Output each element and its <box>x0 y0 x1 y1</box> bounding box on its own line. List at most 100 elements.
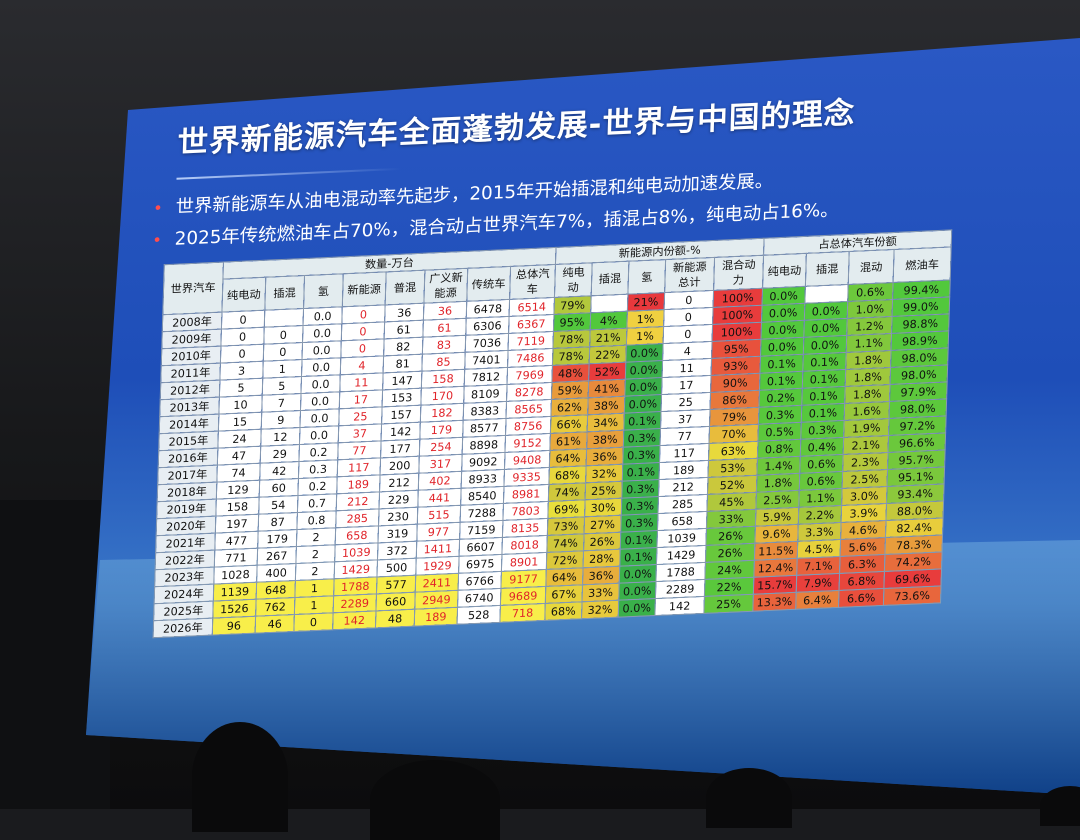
year-cell: 2026年 <box>153 618 213 638</box>
data-cell: 197 <box>215 514 259 534</box>
data-cell: 3.0% <box>841 486 887 506</box>
data-cell: 2949 <box>414 590 459 610</box>
data-cell: 117 <box>337 457 381 477</box>
data-cell: 170 <box>420 386 465 406</box>
data-cell: 142 <box>332 610 376 630</box>
data-cell: 0.1% <box>619 547 657 567</box>
data-cell: 74 <box>216 463 261 483</box>
data-cell: 0.3% <box>758 405 802 425</box>
data-cell: 189 <box>414 607 458 627</box>
data-cell: 0.0 <box>299 408 340 428</box>
data-cell: 0.1% <box>802 352 847 372</box>
data-cell: 0.0% <box>803 318 848 338</box>
data-cell: 1429 <box>334 559 378 579</box>
data-cell: 0.0% <box>624 377 663 397</box>
data-cell: 8981 <box>503 484 549 504</box>
data-cell: 142 <box>381 422 421 441</box>
data-cell: 6514 <box>509 297 555 317</box>
data-cell: 10 <box>218 395 263 415</box>
data-cell <box>804 284 849 304</box>
data-cell: 0.0% <box>760 320 805 340</box>
data-cell: 0 <box>221 310 265 330</box>
data-cell: 1.8% <box>845 350 892 370</box>
data-cell: 0.0% <box>619 564 657 584</box>
data-cell: 2.2% <box>798 505 842 525</box>
data-cell: 0.0 <box>301 357 341 377</box>
data-cell: 0 <box>220 344 264 364</box>
data-cell: 0 <box>340 338 385 358</box>
data-cell: 3.9% <box>841 503 887 523</box>
data-cell: 129 <box>216 480 260 500</box>
data-cell: 25% <box>703 594 754 614</box>
data-cell: 441 <box>417 488 462 508</box>
data-cell: 26% <box>583 532 621 551</box>
data-cell: 6.4% <box>795 590 840 610</box>
data-cell: 658 <box>335 525 379 545</box>
data-cell: 8933 <box>461 469 505 489</box>
data-cell: 212 <box>336 491 380 511</box>
data-cell: 38% <box>586 430 624 449</box>
data-cell: 2411 <box>415 573 459 593</box>
data-cell: 6607 <box>459 537 503 557</box>
data-cell: 0.1% <box>759 354 804 374</box>
data-cell: 37 <box>338 423 382 443</box>
data-cell: 147 <box>382 371 422 390</box>
data-cell: 83 <box>422 335 466 355</box>
data-cell: 0.3% <box>620 513 658 533</box>
data-cell: 153 <box>382 388 422 407</box>
data-cell: 8135 <box>502 518 548 538</box>
data-cell: 977 <box>416 522 461 542</box>
data-cell: 0.2 <box>298 442 339 462</box>
data-cell: 1.1% <box>846 333 892 353</box>
data-cell: 3.3% <box>797 522 842 542</box>
data-cell: 1% <box>626 326 664 346</box>
data-cell: 21% <box>627 292 665 312</box>
data-cell: 9689 <box>500 586 546 606</box>
data-cell: 4.6% <box>840 520 886 540</box>
data-cell: 11.5% <box>754 541 798 561</box>
data-cell: 22% <box>589 345 627 364</box>
data-cell: 0.0% <box>760 337 804 357</box>
data-cell: 66% <box>550 414 588 434</box>
data-cell: 85 <box>421 352 466 372</box>
data-cell: 2.1% <box>843 435 889 455</box>
data-cell: 25 <box>338 406 383 426</box>
data-cell: 68% <box>544 601 582 621</box>
data-cell: 771 <box>214 548 258 568</box>
data-cell: 400 <box>256 563 296 583</box>
data-cell: 5.6% <box>840 537 886 557</box>
data-cell: 0.1% <box>759 371 803 391</box>
column-header: 燃油车 <box>893 246 952 283</box>
data-cell: 0 <box>341 321 385 341</box>
data-cell: 61 <box>422 318 467 338</box>
data-cell: 8577 <box>462 418 506 438</box>
data-cell: 0.0% <box>762 286 806 306</box>
data-cell: 2.3% <box>842 452 888 472</box>
data-cell: 48% <box>551 363 590 383</box>
data-cell: 9152 <box>504 433 551 453</box>
column-header: 插混 <box>805 251 850 287</box>
data-cell: 372 <box>377 541 417 560</box>
data-cell: 7803 <box>502 501 549 521</box>
data-cell: 47 <box>217 446 261 466</box>
data-cell: 1.6% <box>844 401 890 421</box>
data-cell: 15 <box>218 412 262 432</box>
data-cell: 0.0 <box>300 374 341 394</box>
data-cell: 46 <box>255 614 295 634</box>
data-cell: 28% <box>582 549 621 568</box>
data-cell: 0.5% <box>757 422 802 442</box>
data-cell: 9 <box>261 410 301 430</box>
data-cell: 1.0% <box>847 299 893 319</box>
column-header: 传统车 <box>466 266 511 302</box>
data-cell: 0.3% <box>623 428 661 448</box>
data-cell: 38% <box>587 396 625 415</box>
data-cell: 78% <box>552 329 591 349</box>
data-cell <box>264 308 304 328</box>
data-cell: 30% <box>584 498 622 517</box>
data-cell: 0.1% <box>622 462 660 482</box>
column-header: 普混 <box>385 270 425 305</box>
data-cell: 5.9% <box>755 507 799 527</box>
data-cell: 95% <box>553 312 591 332</box>
data-cell: 0.1% <box>802 369 846 389</box>
data-cell: 61% <box>549 431 588 451</box>
